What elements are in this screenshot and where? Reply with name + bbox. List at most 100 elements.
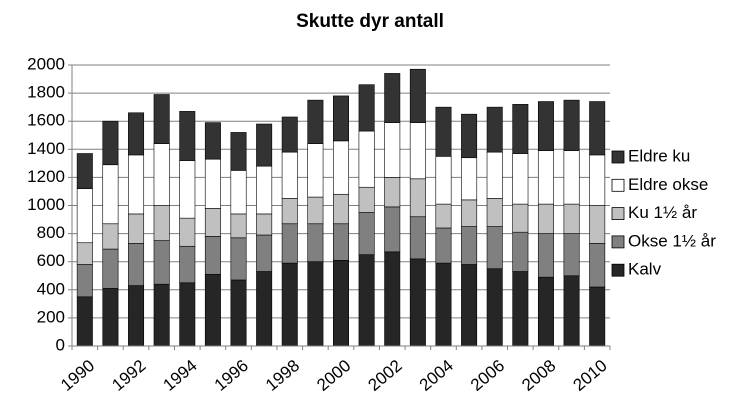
x-tick-label: 1998 [262, 356, 303, 395]
bar-segment [358, 212, 375, 255]
legend-swatch [611, 235, 625, 249]
bar-segment [512, 271, 529, 347]
bar-segment [256, 213, 273, 236]
bar-segment [128, 285, 145, 347]
bar-segment [76, 188, 93, 244]
legend-swatch [611, 178, 625, 192]
bar-segment [76, 153, 93, 189]
bar-segment [281, 198, 298, 225]
x-tick-label: 1994 [160, 356, 201, 395]
bar-segment [333, 95, 349, 142]
y-tick-label: 1800 [27, 83, 65, 102]
bar-segment [333, 259, 349, 347]
bar-segment [486, 198, 503, 227]
bar-segment [128, 243, 145, 286]
x-tick-label: 1992 [108, 356, 149, 395]
bar-segment [153, 240, 170, 285]
bar-segment [307, 99, 324, 144]
bar-segment [230, 279, 247, 347]
bar-segment [358, 84, 375, 132]
legend-label: Ku 1½ år [628, 203, 697, 222]
bar-segment [537, 101, 554, 152]
bar-segment [281, 262, 298, 347]
x-tick-label: 2002 [365, 356, 406, 395]
bar-segment [153, 283, 170, 347]
chart-title: Skutte dyr antall [296, 11, 444, 32]
bar-segment [563, 150, 580, 205]
legend-swatch [611, 150, 625, 164]
y-tick-label: 1400 [27, 139, 65, 158]
bar-segment [409, 68, 426, 123]
bar-segment [486, 226, 503, 270]
y-tick-label: 2000 [27, 54, 65, 73]
bar-segment [153, 143, 170, 206]
bar-segment [333, 140, 349, 195]
bar-segment [307, 261, 324, 347]
y-tick-label: 600 [37, 251, 65, 270]
bar-segment [563, 99, 580, 152]
legend-swatch [611, 207, 625, 221]
bar-segment [281, 116, 298, 153]
y-tick-label: 1200 [27, 167, 65, 186]
bar-segment [204, 158, 221, 209]
x-tick-label: 2006 [467, 356, 508, 395]
bar-segment [204, 236, 221, 275]
bar-segment [281, 223, 298, 264]
bar-segment [537, 276, 554, 347]
bar-segment [256, 271, 273, 347]
y-tick-label: 400 [37, 279, 65, 298]
bar-segment [307, 223, 324, 263]
bar-segment [563, 233, 580, 277]
x-tick-label: 2010 [569, 356, 610, 395]
bar-segment [384, 177, 401, 208]
bar-segment [230, 170, 247, 215]
bar-segment [486, 268, 503, 347]
bar-segment [461, 226, 478, 265]
bar-segment [512, 104, 529, 154]
bar-segment [256, 234, 273, 272]
y-tick-label: 200 [37, 307, 65, 326]
bar-segment [384, 251, 401, 347]
bar-segment [358, 186, 375, 213]
bar-segment [153, 205, 170, 241]
bar-segment [358, 130, 375, 188]
bar-segment [333, 223, 349, 261]
bar-segment [435, 203, 452, 229]
bar-segment [512, 203, 529, 233]
bar-segment [435, 262, 452, 347]
bar-segment [537, 233, 554, 278]
x-tick-label: 2004 [416, 356, 457, 395]
bar-segment [537, 203, 554, 234]
bar-segment [563, 203, 580, 234]
bar-segment [128, 154, 145, 215]
bar-segment [384, 206, 401, 253]
bar-segment [102, 120, 119, 166]
bar-segment [179, 160, 196, 219]
bar-segment [76, 242, 93, 265]
legend-label: Kalv [628, 260, 662, 279]
x-tick-label: 1996 [211, 356, 252, 395]
bar-segment [204, 208, 221, 237]
bar-segment [537, 150, 554, 205]
legend-label: Okse 1½ år [628, 231, 716, 250]
bar-segment [461, 199, 478, 227]
legend-label: Eldre ku [628, 146, 690, 165]
bar-segment [512, 231, 529, 272]
legend-swatch [611, 263, 625, 277]
bar-segment [256, 165, 273, 215]
bar-segment [435, 156, 452, 205]
bar-segment [461, 113, 478, 159]
bar-segment [589, 205, 606, 244]
y-tick-label: 0 [56, 335, 65, 354]
bar-segment [409, 122, 426, 180]
bar-segment [358, 254, 375, 347]
bar-segment [512, 153, 529, 205]
bar-segment [563, 275, 580, 347]
bar-segment [589, 243, 606, 288]
bar-segment [589, 286, 606, 347]
bar-segment [179, 217, 196, 247]
bar-segment [102, 248, 119, 289]
legend-label: Eldre okse [628, 175, 708, 194]
bar-segment [76, 264, 93, 298]
bar-segment [76, 296, 93, 347]
